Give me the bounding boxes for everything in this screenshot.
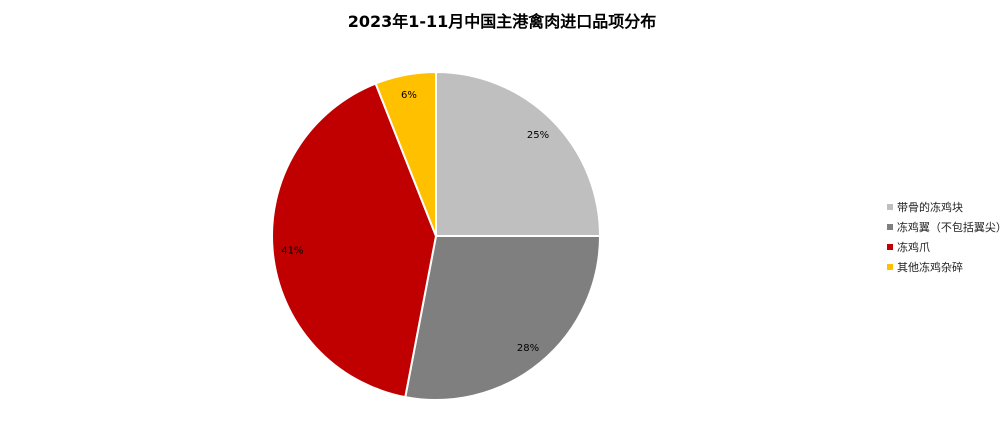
legend-item: 带骨的冻鸡块: [887, 197, 1004, 217]
legend-label: 冻鸡翼（不包括翼尖）: [896, 221, 1004, 234]
pie-slice: [404, 235, 602, 401]
pie-slice: [271, 82, 438, 399]
legend-item: 冻鸡翼（不包括翼尖）: [887, 217, 1004, 237]
pie-slice: [435, 70, 602, 237]
legend-item: 其他冻鸡杂碎: [887, 257, 1004, 277]
pie-slice: [374, 70, 437, 237]
legend-swatch: [887, 244, 893, 250]
legend-swatch: [887, 264, 893, 270]
data-label: 41%: [281, 246, 303, 257]
chart-title: 2023年1-11月中国主港禽肉进口品项分布: [347, 12, 657, 31]
data-label: 25%: [527, 130, 549, 141]
data-label: 28%: [517, 343, 539, 354]
legend-label: 冻鸡爪: [897, 241, 930, 254]
legend-item: 冻鸡爪: [887, 237, 1004, 257]
legend-label: 带骨的冻鸡块: [897, 201, 963, 214]
data-label: 6%: [401, 90, 417, 101]
legend-swatch: [887, 224, 893, 230]
legend-label: 其他冻鸡杂碎: [897, 261, 963, 274]
legend: 带骨的冻鸡块冻鸡翼（不包括翼尖） 冻鸡爪其他冻鸡杂碎: [887, 197, 1004, 277]
legend-swatch: [887, 204, 893, 210]
